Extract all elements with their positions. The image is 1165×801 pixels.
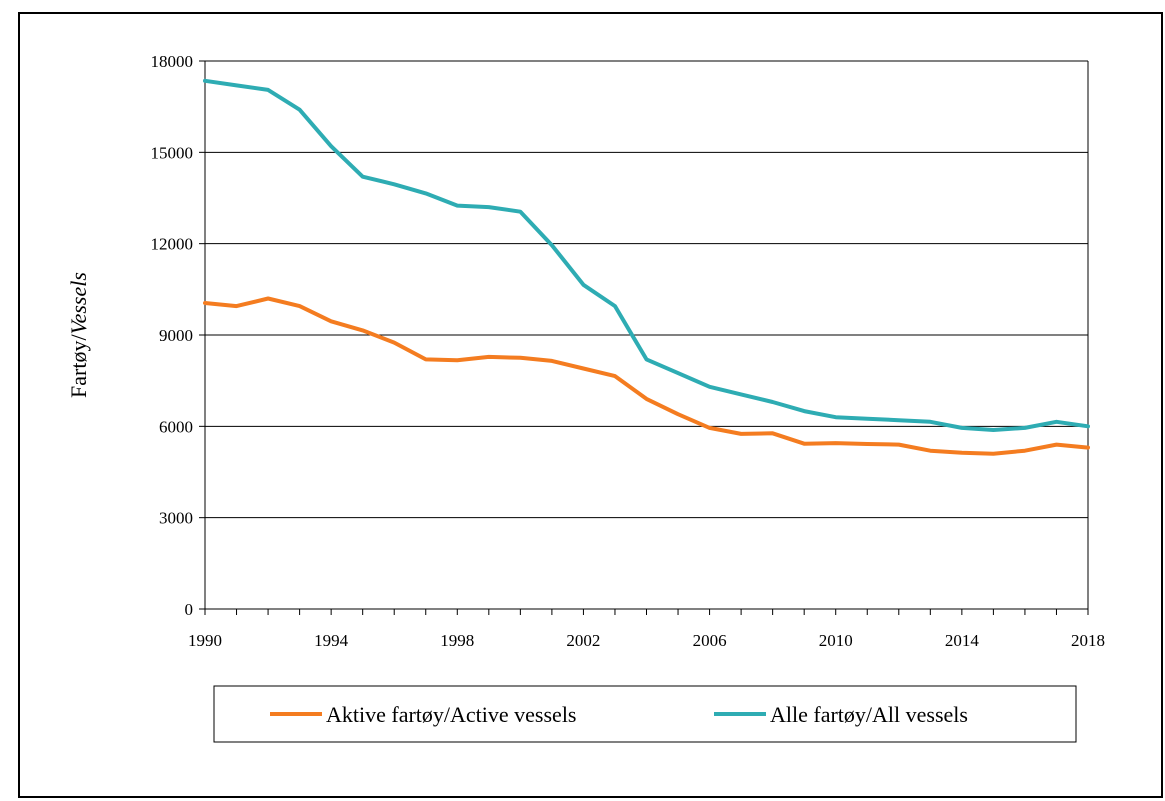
x-tick-label-2002: 2002 [566, 631, 600, 650]
series-lines [203, 78, 1090, 456]
axes [199, 60, 1089, 615]
y-tick-label-12000: 12000 [151, 235, 194, 254]
chart-frame [18, 12, 1163, 798]
x-tick-label-2010: 2010 [819, 631, 853, 650]
y-tick-label-9000: 9000 [159, 326, 193, 345]
series-line-active-vessels [203, 296, 1090, 456]
y-tick-label-3000: 3000 [159, 509, 193, 528]
x-tick-label-2018: 2018 [1071, 631, 1105, 650]
legend-box [213, 685, 1077, 743]
y-tick-label-18000: 18000 [151, 52, 194, 71]
y-axis-title-part-2: Vessels [66, 272, 91, 334]
x-tick-label-1990: 1990 [188, 631, 222, 650]
y-tick-label-6000: 6000 [159, 417, 193, 436]
tick-labels: 0 3000 6000 9000 12000 15000 18000 1990 1994 1998… [151, 52, 1106, 650]
x-tick-label-2006: 2006 [693, 631, 727, 650]
series-line-all-vessels [203, 78, 1090, 432]
y-tick-label-15000: 15000 [151, 143, 194, 162]
y-axis-title-part-1: Fartøy/ [66, 334, 91, 398]
x-tick-label-2014: 2014 [945, 631, 980, 650]
legend-entry-all-vessels-label: Alle fartøy/All vessels [770, 702, 968, 727]
x-tick-label-1998: 1998 [440, 631, 474, 650]
legend: Aktive fartøy/Active vessels Alle fartøy/… [213, 685, 1077, 743]
x-tick-label-1994: 1994 [314, 631, 349, 650]
y-tick-label-0: 0 [185, 600, 194, 619]
legend-entry-active-vessels-label: Aktive fartøy/Active vessels [326, 702, 577, 727]
y-axis-title: Fartøy/Vessels [66, 272, 91, 398]
gridlines [205, 60, 1088, 519]
